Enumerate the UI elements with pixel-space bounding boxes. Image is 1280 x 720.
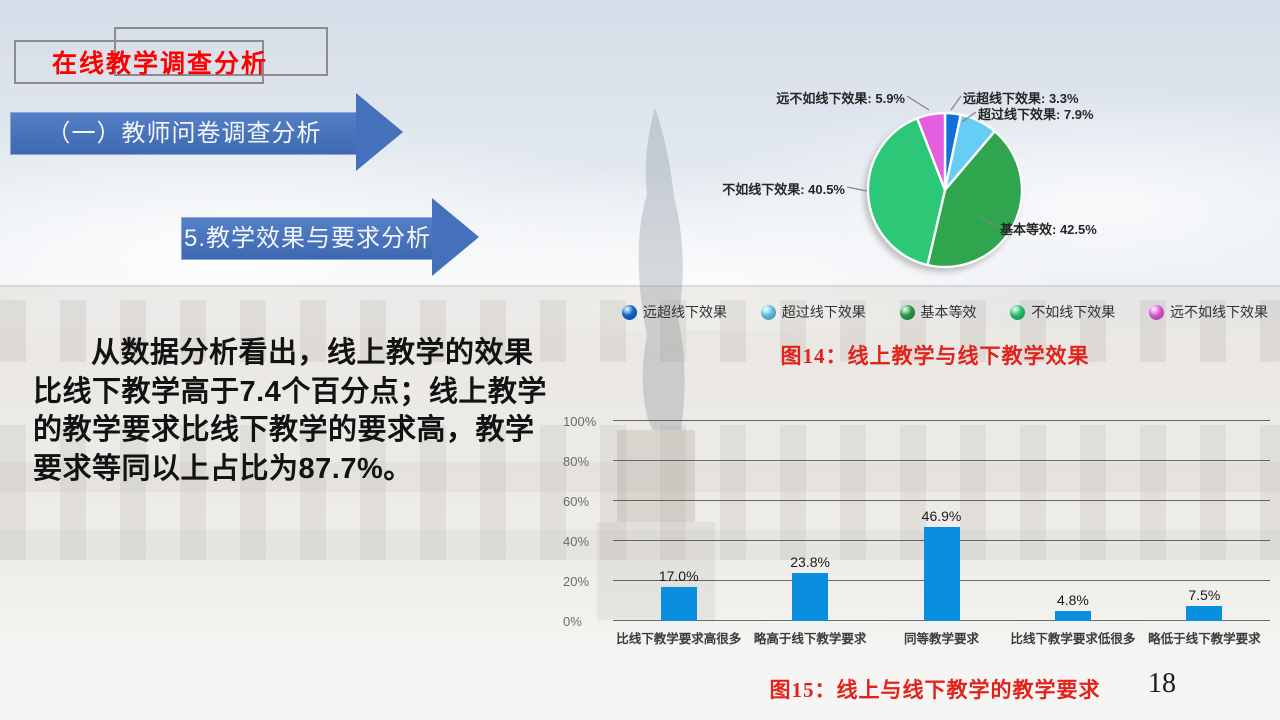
legend-item: 远不如线下效果 bbox=[1149, 302, 1268, 322]
title-frame-outer bbox=[114, 27, 328, 76]
y-axis-tick: 60% bbox=[563, 494, 590, 509]
pie-callout-equal: 基本等效: 42.5% bbox=[1000, 222, 1097, 237]
figure14-caption: 图14：线上教学与线下教学效果 bbox=[780, 344, 1090, 368]
pie-callout-far-worse: 远不如线下效果: 5.9% bbox=[776, 91, 905, 106]
y-axis-tick: 20% bbox=[563, 574, 590, 589]
bar-slot: 46.9% bbox=[876, 421, 1007, 621]
bar-value-label: 17.0% bbox=[658, 568, 699, 584]
bar bbox=[1054, 611, 1091, 621]
legend-swatch-icon bbox=[760, 304, 776, 320]
banner-arrow-icon bbox=[356, 93, 403, 171]
gridline bbox=[613, 460, 1270, 461]
bar bbox=[660, 587, 697, 621]
gridline bbox=[613, 500, 1270, 501]
chart-legend: 远超线下效果 超过线下效果 基本等效 不如线下效果 远不如线下效果 bbox=[622, 302, 1268, 322]
pie-chart bbox=[846, 95, 1024, 269]
legend-label: 超过线下效果 bbox=[781, 304, 866, 320]
pie-slice bbox=[926, 130, 1024, 269]
banner-arrow-icon bbox=[432, 198, 479, 276]
bar-slot: 7.5% bbox=[1139, 421, 1270, 621]
legend-label: 远不如线下效果 bbox=[1170, 304, 1268, 320]
bar-value-label: 23.8% bbox=[790, 554, 830, 571]
category-label: 比线下教学要求低很多 bbox=[1010, 632, 1136, 646]
bar-slot: 23.8% bbox=[744, 421, 875, 621]
building-windows-band bbox=[0, 425, 1280, 560]
sky-background bbox=[0, 0, 1280, 330]
pie-slice bbox=[915, 111, 947, 192]
building-windows-band bbox=[0, 300, 1280, 362]
building-background bbox=[0, 285, 1280, 659]
pie-callout-worse: 不如线下效果: 40.5% bbox=[722, 182, 845, 197]
legend-item: 不如线下效果 bbox=[1010, 302, 1115, 322]
bars-row: 17.0% 23.8% 46.9% 4.8% 7.5% bbox=[613, 421, 1270, 621]
pie-callout-far-better: 远超线下效果: 3.3% bbox=[963, 91, 1079, 106]
legend-swatch-icon bbox=[899, 304, 915, 320]
legend-label: 远超线下效果 bbox=[643, 304, 727, 320]
y-axis-tick: 100% bbox=[563, 414, 597, 429]
ground-fade bbox=[0, 610, 1280, 720]
legend-label: 不如线下效果 bbox=[1031, 304, 1116, 320]
page-number: 18 bbox=[1148, 668, 1176, 699]
pie-callout-better: 超过线下效果: 7.9% bbox=[978, 107, 1094, 122]
y-axis-tick: 80% bbox=[563, 454, 590, 469]
legend-swatch-icon bbox=[1010, 304, 1026, 320]
pie-leader-lines bbox=[846, 95, 999, 228]
y-axis-tick: 0% bbox=[563, 614, 582, 629]
banner-teacher-survey: （一）教师问卷调查分析 bbox=[10, 112, 358, 155]
bar bbox=[923, 527, 960, 621]
category-label: 比线下教学要求高很多 bbox=[616, 632, 742, 646]
bar bbox=[792, 573, 829, 621]
legend-label: 基本等效 bbox=[920, 304, 977, 320]
bar-slot: 4.8% bbox=[1007, 421, 1138, 621]
category-label: 同等教学要求 bbox=[904, 632, 980, 646]
legend-item: 远超线下效果 bbox=[622, 302, 727, 322]
bar-category-axis: 比线下教学要求高很多 略高于线下教学要求 同等教学要求 比线下教学要求低很多 略低于线下… bbox=[613, 628, 1270, 647]
category-label: 略低于线下教学要求 bbox=[1148, 632, 1261, 646]
page-title: 在线教学调查分析 bbox=[52, 50, 269, 78]
pie-slice bbox=[866, 117, 947, 267]
bar bbox=[1186, 606, 1223, 621]
category-label: 略高于线下教学要求 bbox=[753, 632, 867, 646]
legend-item: 基本等效 bbox=[899, 302, 977, 322]
bar-chart: 0% 20% 40% 60% 80% 100% 17.0% 23.8% 46.9% 4.8% 7.5… bbox=[563, 414, 1270, 629]
y-axis-tick: 40% bbox=[563, 534, 590, 549]
figure15-caption: 图15：线上与线下教学的教学要求 bbox=[769, 678, 1101, 702]
title-frame-inner bbox=[14, 40, 264, 84]
legend-swatch-icon bbox=[1149, 304, 1164, 320]
bar-slot: 17.0% bbox=[613, 421, 744, 621]
bar-value-label: 4.8% bbox=[1056, 592, 1089, 609]
legend-item: 超过线下效果 bbox=[760, 302, 866, 322]
gridline bbox=[613, 420, 1270, 421]
banner-effect-analysis: 5.教学效果与要求分析 bbox=[181, 217, 434, 260]
legend-swatch-icon bbox=[622, 304, 637, 320]
body-paragraph: 从数据分析看出，线上教学的效果比线下教学高于7.4个百分点；线上教学的教学要求比… bbox=[33, 337, 547, 485]
bar-value-label: 46.9% bbox=[921, 508, 962, 525]
bar-value-label: 7.5% bbox=[1188, 587, 1221, 603]
statue-silhouette bbox=[597, 108, 715, 620]
